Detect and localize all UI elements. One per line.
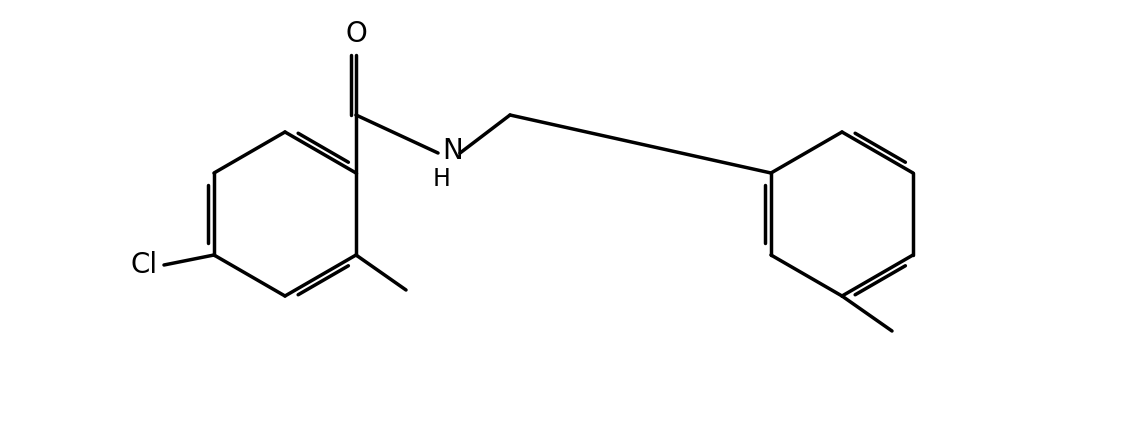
Text: N: N: [442, 137, 463, 165]
Text: Cl: Cl: [131, 251, 158, 279]
Text: O: O: [345, 20, 367, 48]
Text: H: H: [434, 167, 451, 191]
